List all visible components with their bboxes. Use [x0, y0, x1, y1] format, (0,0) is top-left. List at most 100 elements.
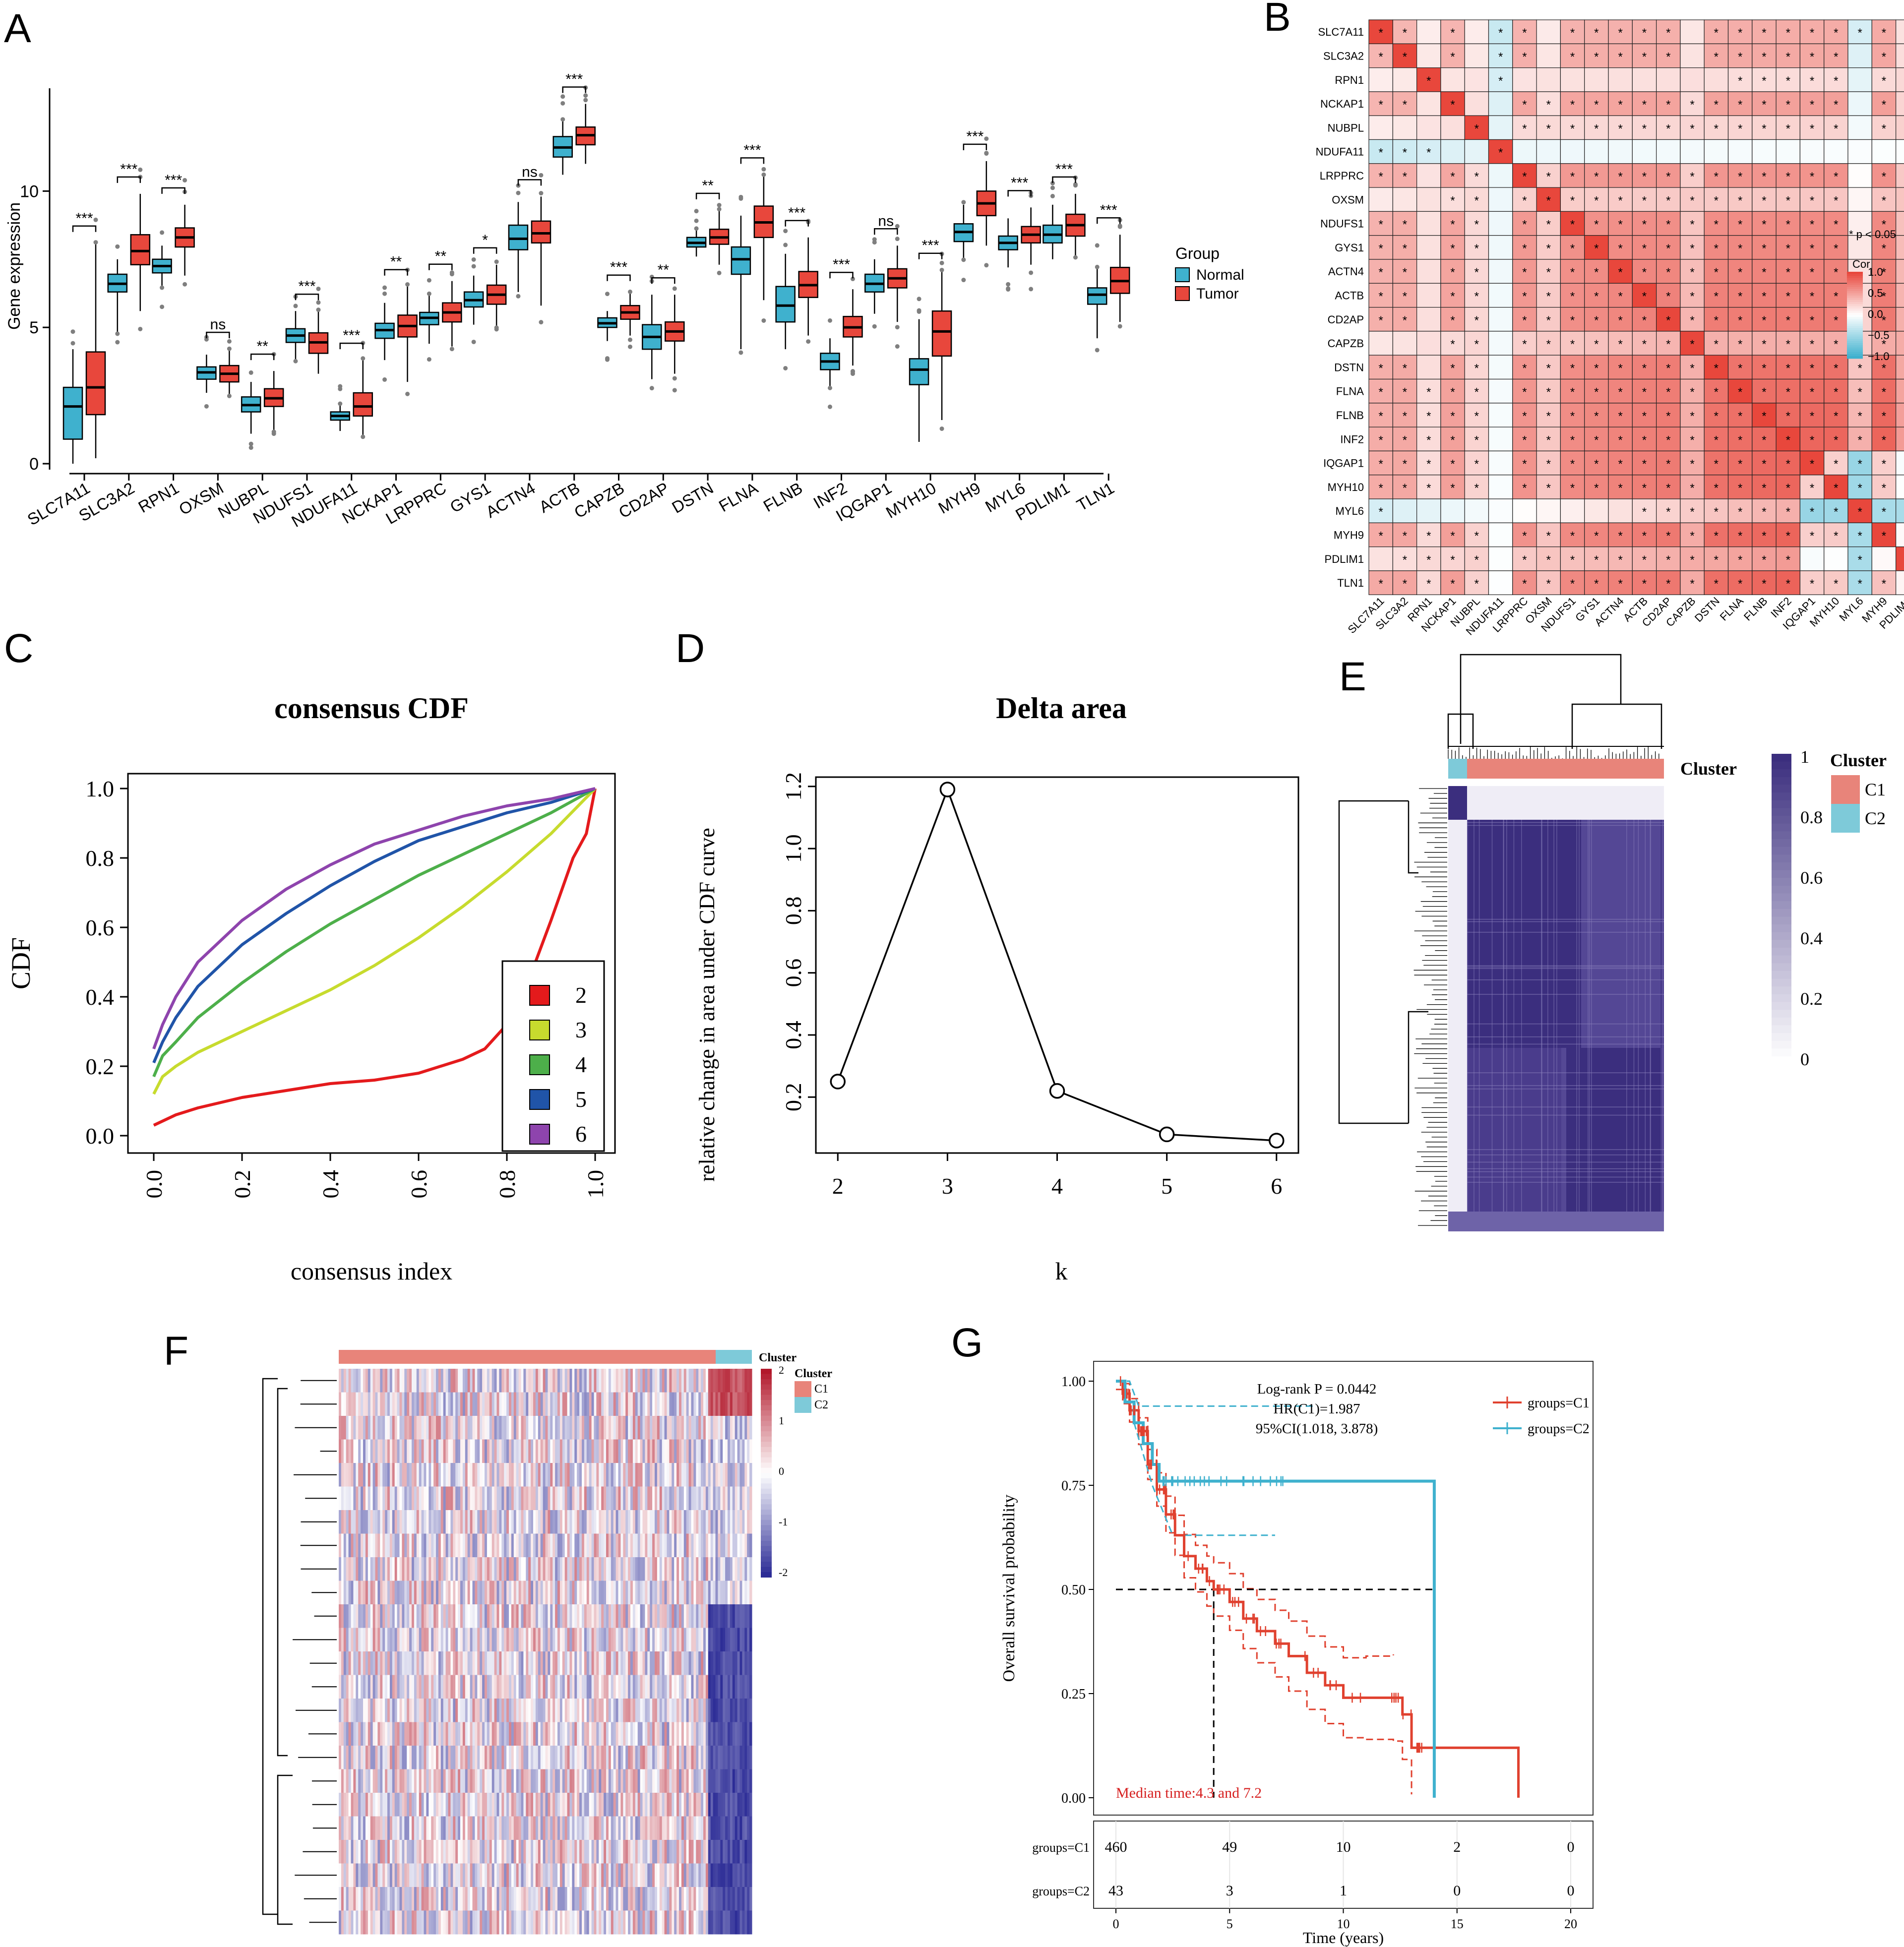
- expr-cell: [341, 1746, 344, 1769]
- expr-cell: [701, 1463, 704, 1487]
- outlier-point: [895, 237, 900, 242]
- expr-cell: [582, 1651, 585, 1675]
- expr-cell: [640, 1699, 643, 1722]
- expr-cell: [531, 1699, 534, 1722]
- expr-cell: [533, 1699, 536, 1722]
- expr-cell: [591, 1486, 594, 1511]
- sig-star: *: [1762, 74, 1766, 88]
- outlier-point: [382, 377, 387, 382]
- legend-swatch: [1831, 804, 1860, 833]
- outlier-point: [248, 445, 253, 450]
- expr-cell: [375, 1604, 378, 1628]
- expr-cell: [443, 1439, 446, 1463]
- sig-star: *: [1498, 26, 1503, 40]
- outlier-point: [93, 217, 98, 222]
- outlier-point: [560, 117, 565, 122]
- expr-cell: [358, 1486, 361, 1511]
- sig-star: *: [1498, 146, 1503, 160]
- expr-cell: [462, 1557, 466, 1581]
- sig-star: *: [1834, 170, 1838, 183]
- expr-cell: [372, 1604, 375, 1628]
- expr-cell: [710, 1722, 714, 1746]
- expr-cell: [387, 1581, 390, 1605]
- expr-cell: [681, 1722, 684, 1746]
- expr-cell: [708, 1392, 711, 1416]
- expr-cell: [372, 1628, 375, 1652]
- expr-cell: [450, 1533, 453, 1558]
- expr-cell: [392, 1699, 395, 1722]
- colorbar-segment: [1847, 308, 1863, 311]
- expr-cell: [499, 1392, 502, 1416]
- expr-cell: [365, 1557, 369, 1581]
- expr-cell: [632, 1369, 636, 1393]
- expr-cell: [485, 1557, 488, 1581]
- expr-cell: [596, 1392, 599, 1416]
- expr-cell: [499, 1416, 502, 1440]
- expr-cell: [526, 1722, 529, 1746]
- expr-cell: [458, 1581, 461, 1605]
- expr-cell: [513, 1604, 517, 1628]
- expr-cell: [414, 1581, 417, 1605]
- expr-cell: [467, 1628, 471, 1652]
- corr-cell: [1608, 475, 1633, 499]
- expr-cell: [599, 1675, 602, 1699]
- expr-cell: [516, 1722, 519, 1746]
- expr-cell: [450, 1392, 453, 1416]
- expr-cell: [620, 1651, 623, 1675]
- outlier-point: [271, 429, 276, 434]
- expr-cell: [701, 1439, 704, 1463]
- sig-star: *: [1594, 433, 1598, 447]
- expr-cell: [540, 1581, 544, 1605]
- scale-segment: [1772, 971, 1791, 979]
- expr-cell: [467, 1439, 471, 1463]
- expr-cell: [358, 1746, 361, 1769]
- expr-cell: [693, 1581, 696, 1605]
- expr-cell: [363, 1392, 366, 1416]
- expr-cell: [511, 1439, 514, 1463]
- corr-cell: [1608, 187, 1633, 212]
- expr-cell: [720, 1746, 723, 1769]
- expr-cell: [715, 1651, 718, 1675]
- sig-star: *: [1762, 458, 1766, 471]
- expr-cell: [538, 1675, 541, 1699]
- expr-cell: [710, 1416, 714, 1440]
- expr-cell: [725, 1628, 728, 1652]
- expr-cell: [579, 1769, 582, 1793]
- expr-cell: [389, 1722, 393, 1746]
- expr-cell: [351, 1675, 354, 1699]
- expr-cell: [611, 1533, 614, 1558]
- expr-cell: [548, 1675, 551, 1699]
- expr-cell: [681, 1533, 684, 1558]
- outlier-point: [895, 344, 900, 349]
- expr-cell: [599, 1439, 602, 1463]
- expr-cell: [535, 1463, 539, 1487]
- expr-cell: [358, 1392, 361, 1416]
- expr-cell: [472, 1581, 475, 1605]
- expr-cell: [683, 1510, 687, 1534]
- significance-label: *: [482, 232, 488, 248]
- outlier-point: [917, 297, 921, 302]
- sig-star: *: [1786, 386, 1790, 399]
- expr-cell: [744, 1699, 747, 1722]
- expr-cell: [433, 1416, 436, 1440]
- corr-cell: [1776, 475, 1801, 499]
- expr-cell: [491, 1628, 495, 1652]
- expr-cell: [683, 1369, 687, 1393]
- expr-cell: [681, 1699, 684, 1722]
- expr-cell: [443, 1651, 446, 1675]
- expr-cell: [465, 1746, 468, 1769]
- expr-cell: [703, 1416, 706, 1440]
- corr-cell: [1368, 211, 1393, 236]
- expr-cell: [496, 1722, 499, 1746]
- expr-cell: [397, 1369, 400, 1393]
- sig-star: *: [1810, 74, 1814, 88]
- expr-cell: [504, 1675, 507, 1699]
- expr-cell: [487, 1699, 490, 1722]
- corr-cell: [1847, 426, 1872, 451]
- sig-star: *: [1522, 170, 1527, 183]
- corr-cell: [1896, 139, 1904, 164]
- corr-cell: [1656, 163, 1681, 188]
- expr-cell: [489, 1463, 492, 1487]
- expr-cell: [577, 1510, 580, 1534]
- x-tick-label: 1.0: [583, 1170, 608, 1199]
